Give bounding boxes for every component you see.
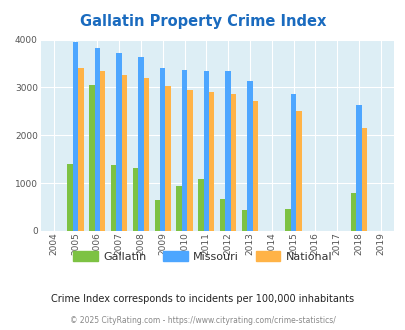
Bar [160,68,165,231]
Bar [94,48,100,231]
Bar [138,57,143,231]
Bar [247,81,252,231]
Bar [209,92,214,231]
Legend: Gallatin, Missouri, National: Gallatin, Missouri, National [69,247,336,267]
Bar [143,78,149,231]
Bar [187,90,192,231]
Bar [285,209,290,231]
Bar [355,105,361,231]
Bar [290,94,296,231]
Bar [220,199,225,231]
Bar [89,84,94,231]
Bar [252,101,258,231]
Bar [225,71,230,231]
Bar [122,75,127,231]
Bar [203,71,209,231]
Bar [78,68,83,231]
Bar [100,71,105,231]
Bar [132,168,138,231]
Bar [176,185,181,231]
Bar [181,70,187,231]
Bar [230,94,236,231]
Bar [198,179,203,231]
Bar [154,200,160,231]
Bar [72,43,78,231]
Bar [111,165,116,231]
Bar [165,86,171,231]
Text: Crime Index corresponds to incidents per 100,000 inhabitants: Crime Index corresponds to incidents per… [51,294,354,304]
Bar [350,193,355,231]
Text: Gallatin Property Crime Index: Gallatin Property Crime Index [80,14,325,29]
Bar [296,112,301,231]
Text: © 2025 CityRating.com - https://www.cityrating.com/crime-statistics/: © 2025 CityRating.com - https://www.city… [70,315,335,325]
Bar [67,164,72,231]
Bar [241,211,247,231]
Bar [116,53,121,231]
Bar [361,128,366,231]
